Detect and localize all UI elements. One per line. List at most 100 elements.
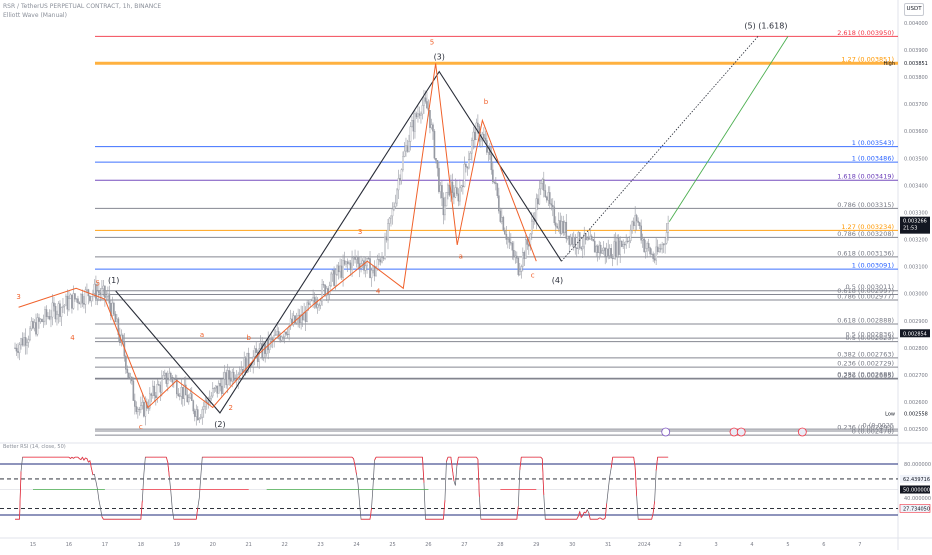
- candle-body: [600, 245, 601, 253]
- candle-body: [593, 239, 594, 241]
- candle-body: [513, 250, 514, 257]
- candle-body: [16, 348, 17, 351]
- candle-body: [251, 367, 252, 368]
- candle-body: [190, 394, 191, 398]
- candle-body: [392, 209, 393, 216]
- candle-body: [28, 340, 29, 343]
- candle-body: [196, 410, 197, 417]
- candle-body: [611, 248, 612, 258]
- time-tick-label: 27: [461, 542, 467, 548]
- candle-body: [38, 318, 39, 322]
- rsi-overbought-segment: [82, 457, 83, 460]
- candle-body: [169, 373, 170, 380]
- candle-body: [471, 140, 472, 153]
- candle-body: [200, 417, 201, 418]
- candle-body: [214, 388, 215, 389]
- candle-body: [344, 261, 345, 265]
- time-tick-label: 4: [750, 542, 753, 548]
- candle-body: [650, 248, 651, 254]
- candle-body: [224, 372, 225, 379]
- rsi-overbought-segment: [451, 457, 452, 469]
- candle-body: [495, 183, 496, 184]
- candle-body: [416, 114, 417, 117]
- candle-body: [425, 98, 426, 102]
- wave-label-secondary: c: [531, 271, 535, 279]
- rsi-oversold-segment: [517, 506, 518, 519]
- candle-body: [283, 337, 284, 338]
- candle-body: [232, 372, 233, 381]
- candle-body: [155, 396, 156, 398]
- candle-body: [77, 299, 78, 303]
- candle-body: [314, 297, 315, 302]
- candle-body: [506, 234, 507, 239]
- candle-body: [492, 170, 493, 182]
- candle-body: [467, 167, 468, 168]
- rsi-overbought-segment: [352, 457, 353, 458]
- candle-body: [402, 156, 403, 169]
- candle-body: [25, 337, 26, 345]
- candle-body: [345, 262, 346, 265]
- rsi-overbought-segment: [166, 457, 167, 462]
- wave-label-secondary: b: [246, 334, 251, 342]
- rsi-oversold-segment: [443, 500, 444, 519]
- candle-body: [633, 222, 634, 226]
- candle-body: [605, 248, 606, 256]
- time-tick-label: 23: [317, 542, 323, 548]
- price-tick-label: 0.003000: [904, 292, 928, 298]
- candle-body: [131, 377, 132, 381]
- fib-label: 0.618 (0.002888): [837, 317, 894, 325]
- candle-body: [494, 182, 495, 183]
- candle-body: [203, 407, 204, 410]
- candle-body: [163, 375, 164, 379]
- wave-label-primary: (5) (1.618): [744, 21, 787, 30]
- candle-body: [91, 296, 92, 301]
- price-tick-label: 0.003200: [904, 238, 928, 244]
- secondary-wave-line: [19, 63, 537, 407]
- time-tick-label: 21: [246, 542, 252, 548]
- candle-body: [64, 305, 65, 306]
- candle-body: [254, 348, 255, 356]
- candle-body: [504, 230, 505, 234]
- candle-body: [654, 259, 655, 261]
- wave-label-secondary: 2: [228, 404, 232, 412]
- candle-body: [241, 369, 242, 373]
- candle-body: [218, 383, 219, 393]
- currency-badge[interactable]: USDT: [904, 3, 924, 16]
- candle-body: [305, 312, 306, 322]
- wave-label-secondary: b: [484, 98, 489, 106]
- time-tick-label: 22: [281, 542, 287, 548]
- candle-body: [362, 261, 363, 264]
- candle-body: [612, 258, 613, 259]
- candle-body: [324, 285, 325, 295]
- wave-label-secondary: a: [459, 253, 463, 261]
- marker-label: High: [884, 61, 896, 67]
- candle-body: [567, 236, 568, 239]
- candle-body: [524, 252, 525, 258]
- candle-body: [572, 237, 573, 244]
- candle-body: [455, 188, 456, 198]
- candle-body: [227, 370, 228, 384]
- candle-body: [407, 146, 408, 152]
- candle-body: [223, 379, 224, 394]
- candle-body: [329, 286, 330, 295]
- candle-body: [281, 337, 282, 340]
- candle-body: [426, 101, 427, 108]
- price-tick-label: 0.003700: [904, 102, 928, 108]
- candle-body: [480, 140, 481, 141]
- candle-body: [660, 249, 661, 250]
- candle-body: [473, 132, 474, 140]
- candle-body: [113, 303, 114, 314]
- candle-body: [152, 386, 153, 395]
- fib-label: 0.618 (0.003136): [837, 249, 894, 257]
- rsi-oversold-segment: [581, 515, 582, 517]
- candle-body: [98, 291, 99, 293]
- candle-body: [275, 335, 276, 336]
- candle-body: [128, 373, 129, 378]
- candle-body: [229, 370, 230, 378]
- candle-body: [410, 127, 411, 142]
- wave-label-primary: (4): [552, 276, 563, 285]
- candle-body: [603, 248, 604, 251]
